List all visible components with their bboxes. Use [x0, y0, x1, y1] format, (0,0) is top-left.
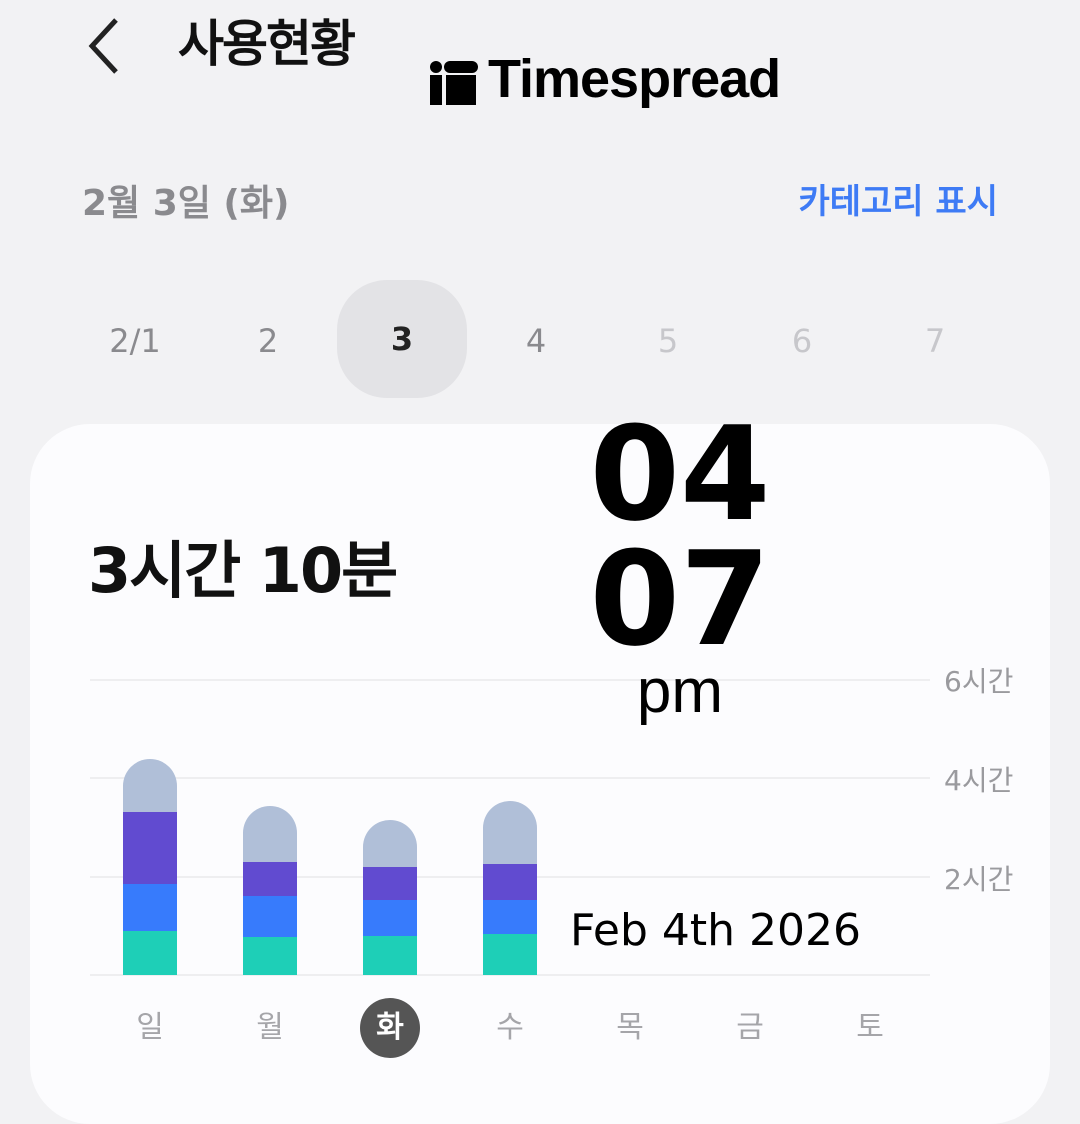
clock-minute: 07	[589, 523, 771, 675]
x-tick-label[interactable]: 화	[360, 998, 420, 1058]
chevron-left-icon	[88, 18, 118, 74]
day-option[interactable]: 5	[657, 322, 679, 360]
y-tick-label: 2시간	[944, 863, 1014, 896]
bar-segment[interactable]	[363, 866, 417, 901]
bar-segment[interactable]	[363, 935, 417, 976]
bar-segment[interactable]	[243, 861, 297, 896]
day-option[interactable]: 2	[257, 322, 279, 360]
back-button[interactable]	[82, 14, 132, 74]
x-tick-label[interactable]: 목	[616, 1010, 644, 1045]
bar-segment[interactable]	[123, 930, 177, 976]
show-category-button[interactable]: 카테고리 표시	[798, 182, 998, 222]
clock-hour: 04	[589, 398, 771, 550]
bar-segment[interactable]	[123, 811, 177, 884]
overlay-date: Feb 4th 2026	[570, 905, 861, 956]
clock-overlay: 04 07 pm	[580, 398, 780, 726]
y-tick-label: 4시간	[944, 764, 1014, 797]
gridline	[90, 777, 930, 779]
gridline	[90, 679, 930, 681]
bar-segment[interactable]	[243, 895, 297, 938]
bar-segment[interactable]	[363, 899, 417, 937]
date-label: 2월 3일 (화)	[82, 183, 290, 224]
y-tick-label: 6시간	[944, 665, 1014, 698]
bar-segment[interactable]	[243, 806, 297, 862]
timespread-logo-icon	[430, 61, 478, 105]
bar-segment[interactable]	[483, 899, 537, 935]
bar-segment[interactable]	[123, 759, 177, 812]
x-tick-label[interactable]: 금	[736, 1010, 764, 1045]
page-title: 사용현황	[178, 15, 356, 73]
brand-name: Timespread	[488, 49, 781, 109]
day-option[interactable]: 3	[337, 280, 467, 398]
bar-segment[interactable]	[363, 819, 417, 868]
x-tick-label[interactable]: 토	[856, 1010, 884, 1045]
day-option[interactable]: 6	[791, 322, 813, 360]
day-option[interactable]: 2/1	[109, 322, 161, 360]
usage-card	[30, 424, 1050, 1124]
clock-ampm: pm	[636, 657, 724, 726]
bar-segment[interactable]	[483, 933, 537, 976]
x-tick-label[interactable]: 월	[256, 1010, 284, 1045]
day-option[interactable]: 7	[924, 322, 946, 360]
x-tick-label[interactable]: 수	[496, 1010, 524, 1045]
total-usage: 3시간 10분	[88, 534, 398, 607]
bar-segment[interactable]	[243, 936, 297, 976]
bar-segment[interactable]	[483, 863, 537, 901]
x-tick-label[interactable]: 일	[136, 1010, 164, 1045]
timespread-logo: Timespread	[430, 48, 781, 110]
bar-segment[interactable]	[483, 801, 537, 865]
day-option[interactable]: 4	[525, 322, 547, 360]
bar-segment[interactable]	[123, 883, 177, 932]
